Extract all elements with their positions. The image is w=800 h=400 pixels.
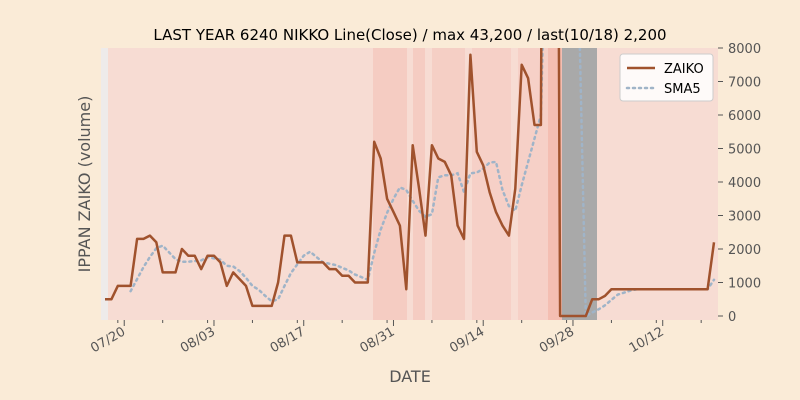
legend-label-sma5: SMA5 xyxy=(664,82,701,97)
shaded-band xyxy=(472,48,511,320)
y-axis-label: IPPAN ZAIKO (volume) xyxy=(75,96,94,273)
shaded-band xyxy=(432,48,465,320)
plot-area xyxy=(101,48,718,320)
y-tick-label: 6000 xyxy=(728,109,761,124)
shaded-band xyxy=(373,48,407,320)
y-tick-label: 3000 xyxy=(728,210,761,225)
y-tick-label: 4000 xyxy=(728,176,761,191)
chart-title: LAST YEAR 6240 NIKKO Line(Close) / max 4… xyxy=(153,26,666,44)
shaded-band xyxy=(101,48,108,320)
x-axis-label: DATE xyxy=(389,367,431,386)
y-tick-label: 5000 xyxy=(728,143,761,158)
plot-background xyxy=(101,48,718,320)
series-line-zaiko xyxy=(105,48,716,318)
y-tick-label: 1000 xyxy=(728,277,761,292)
y-tick-label: 0 xyxy=(728,310,736,325)
series-line-sma5 xyxy=(129,48,716,319)
shaded-band xyxy=(562,48,597,320)
legend-label-zaiko: ZAIKO xyxy=(664,62,704,77)
series-lines xyxy=(105,48,716,319)
y-tick-label: 7000 xyxy=(728,76,761,91)
y-tick-label: 8000 xyxy=(728,42,761,57)
y-axis-ticks: 0 1000 2000 3000 4000 5000 6000 7000 8000 xyxy=(718,42,761,325)
legend-box xyxy=(619,53,714,102)
y-tick-label: 2000 xyxy=(728,243,761,258)
legend: ZAIKO SMA5 xyxy=(619,53,714,102)
